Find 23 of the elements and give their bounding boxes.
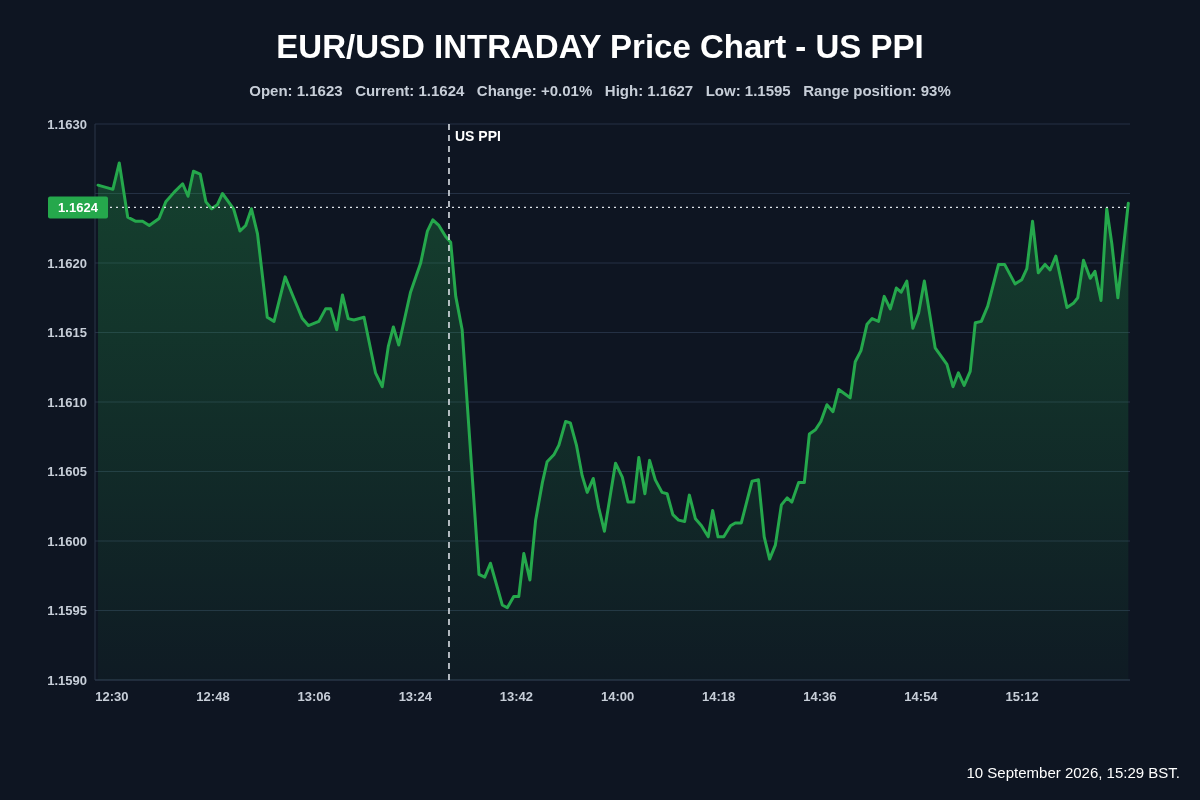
- y-tick-label: 1.1595: [47, 603, 87, 619]
- y-tick-label: 1.1600: [47, 533, 87, 549]
- y-tick-label: 1.1615: [47, 325, 87, 341]
- chart-title: EUR/USD INTRADAY Price Chart - US PPI: [276, 28, 924, 65]
- x-tick-label: 14:18: [702, 689, 736, 704]
- y-tick-label: 1.1620: [47, 255, 87, 271]
- x-tick-label: 13:42: [499, 689, 534, 704]
- y-tick-label: 1.1605: [47, 464, 87, 480]
- x-tick-label: 15:12: [1005, 689, 1039, 704]
- chart-subtitle: Open: 1.1623 Current: 1.1624 Change: +0.01% High: 1.1627 Low: 1.1595 Range position: 93%: [249, 82, 951, 99]
- x-tick-label: 12:30: [95, 689, 129, 704]
- x-tick-label: 14:00: [600, 689, 635, 704]
- x-tick-label: 13:06: [297, 689, 331, 704]
- y-tick-label: 1.1630: [47, 116, 87, 132]
- ref-line-label: 1.1624: [58, 199, 99, 215]
- x-tick-label: 14:54: [904, 689, 939, 704]
- x-tick-label: 13:24: [398, 689, 433, 704]
- ref-line-label: US PPI: [454, 128, 501, 144]
- text: 10 September 2026, 15:29 BST.: [966, 764, 1180, 781]
- x-tick-label: 14:36: [803, 689, 837, 704]
- y-tick-label: 1.1610: [47, 394, 87, 410]
- y-tick-label: 1.1590: [47, 672, 87, 688]
- x-tick-label: 12:48: [196, 689, 230, 704]
